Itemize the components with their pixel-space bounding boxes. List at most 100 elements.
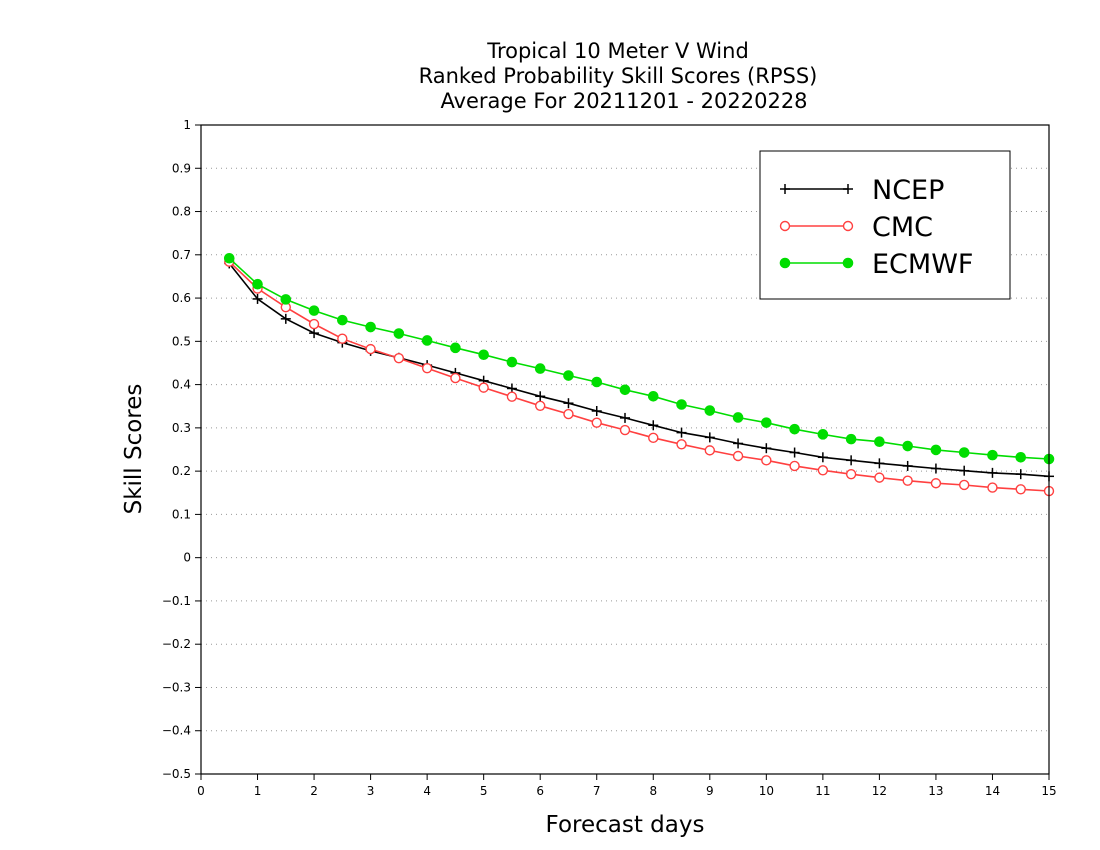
legend-marker [780,184,790,194]
legend-item-ncep: NCEP [780,175,944,206]
ncep-point [676,427,687,438]
legend-label-ncep: NCEP [872,175,944,206]
ecmwf-point [789,423,800,435]
y-axis-ticks: −0.5 −0.4 −0.3 −0.2 −0.1 0 0.1 0.2 0.3 0.4 0.5 0.6 0… [162,118,201,781]
ecmwf-point [902,440,913,452]
y-tick-label: 0.5 [172,334,191,348]
cmc-point [563,408,574,420]
ncep-point [280,313,291,324]
ncep-point [591,405,602,416]
cmc-point [987,482,998,493]
legend-item-ecmwf: ECMWF [779,249,973,280]
ecmwf-point [1015,451,1027,463]
ncep-point [987,467,998,478]
cmc-point [676,439,687,450]
ncep-point [1015,469,1026,480]
legend-marker [779,220,791,232]
ecmwf-point [817,429,829,440]
x-tick-label: 8 [649,784,657,798]
x-axis-label: Forecast days [546,812,705,838]
x-tick-label: 13 [928,784,943,798]
chart-title: Tropical 10 Meter V Wind Ranked Probabil… [419,39,818,113]
ncep-point [902,460,913,471]
x-tick-label: 0 [197,784,205,798]
y-tick-label: 0.2 [172,464,191,478]
x-tick-label: 14 [985,784,1000,798]
cmc-point [704,445,715,456]
cmc-point [308,318,320,330]
ecmwf-point [534,363,546,374]
ncep-point [563,398,574,409]
cmc-point [845,468,857,480]
x-tick-label: 5 [480,784,488,798]
legend-marker [842,257,854,269]
ecmwf-point [308,305,320,316]
legend-item-cmc: CMC [779,212,933,243]
y-tick-label: 0.3 [172,421,191,435]
y-tick-label: 0.9 [172,161,191,175]
cmc-point [874,472,885,483]
ecmwf-point [478,349,489,361]
cmc-point [591,417,602,428]
ncep-point [874,458,885,469]
x-axis-ticks: 0 1 2 3 4 5 6 7 8 9 10 11 12 13 14 15 [197,774,1057,798]
ecmwf-point [365,321,376,333]
series-lines [223,252,1055,497]
ecmwf-point [704,405,716,416]
title-line-2: Ranked Probability Skill Scores (RPSS) [419,64,818,88]
ecmwf-point [732,412,744,423]
x-tick-label: 11 [815,784,830,798]
x-tick-label: 3 [367,784,375,798]
y-tick-label: 1 [183,118,191,132]
cmc-point [902,475,913,486]
ecmwf-series [223,252,1055,465]
legend: NCEP CMC ECMWF [759,150,1011,300]
y-tick-label: 0 [183,551,191,565]
ncep-point [733,438,744,449]
x-tick-label: 1 [254,784,262,798]
ncep-point [309,328,320,339]
cmc-point [930,478,942,489]
ecmwf-point [619,384,631,396]
ecmwf-point [958,447,970,458]
x-tick-label: 2 [310,784,318,798]
x-tick-label: 10 [759,784,774,798]
cmc-point [732,450,744,462]
ecmwf-point [393,328,405,339]
ecmwf-point [930,444,942,456]
ecmwf-point [874,436,885,448]
ecmwf-point [506,356,518,368]
plot-frame [200,124,1050,775]
cmc-point [535,400,546,412]
ecmwf-point [845,433,857,445]
ncep-point [535,391,546,402]
ncep-point [648,420,659,431]
legend-marker [842,220,854,232]
cmc-point [450,372,461,384]
y-tick-label: 0.6 [172,291,191,305]
x-tick-label: 9 [706,784,714,798]
y-tick-label: 0.1 [172,507,191,521]
cmc-series [224,256,1055,497]
cmc-point [506,391,518,402]
ecmwf-point [647,390,659,402]
y-tick-label: −0.4 [162,724,191,738]
cmc-point [959,479,970,491]
legend-marker [843,184,853,194]
y-tick-label: 0.7 [172,248,191,262]
y-tick-label: −0.5 [162,767,191,781]
cmc-point [619,424,631,436]
ncep-point [846,455,857,466]
ecmwf-point [563,370,574,381]
ncep-point [252,293,263,304]
x-tick-label: 4 [423,784,431,798]
cmc-point [393,353,405,364]
ncep-point [704,432,715,443]
legend-label-ecmwf: ECMWF [872,249,973,280]
cmc-point [478,382,489,393]
y-tick-label: −0.2 [162,637,191,651]
cmc-point [789,460,800,472]
title-line-1: Tropical 10 Meter V Wind [486,39,749,63]
y-tick-label: −0.3 [162,680,191,694]
